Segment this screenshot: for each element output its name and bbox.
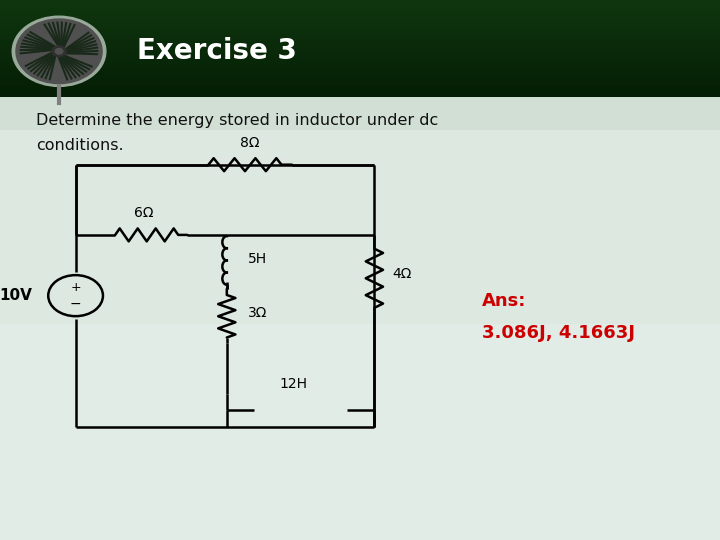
Bar: [0, 60, 720, 63]
Bar: [0, 53, 720, 56]
Bar: [0, 65, 720, 68]
Bar: [0, 24, 720, 26]
Bar: [0, 36, 720, 39]
Text: Exercise 3: Exercise 3: [137, 37, 297, 65]
Bar: [0, 11, 720, 15]
Circle shape: [52, 46, 66, 57]
Bar: [0, 19, 720, 22]
Bar: [0, 43, 720, 46]
Bar: [0, 94, 720, 97]
Bar: [0, 72, 720, 76]
Bar: [0, 80, 720, 83]
Text: conditions.: conditions.: [36, 138, 124, 153]
Bar: [0, 16, 720, 19]
Text: 6Ω: 6Ω: [134, 206, 154, 220]
Bar: [0, 90, 720, 92]
Bar: [0, 2, 720, 5]
Bar: [0, 97, 720, 540]
Bar: [0, 14, 720, 17]
Bar: [0, 26, 720, 29]
Bar: [0, 46, 720, 49]
Bar: [0, 31, 720, 34]
Text: 8Ω: 8Ω: [240, 136, 260, 150]
Bar: [0, 29, 720, 31]
Text: 4Ω: 4Ω: [392, 267, 412, 281]
Bar: [0, 75, 720, 78]
Text: 3Ω: 3Ω: [248, 306, 268, 320]
Bar: [0, 68, 720, 71]
Bar: [0, 97, 720, 130]
Bar: [0, 324, 720, 540]
Text: Determine the energy stored in inductor under dc: Determine the energy stored in inductor …: [36, 113, 438, 129]
Bar: [0, 58, 720, 60]
Text: 12H: 12H: [279, 377, 307, 392]
Bar: [0, 6, 720, 10]
Bar: [0, 48, 720, 51]
Bar: [0, 85, 720, 87]
Text: 3.086J, 4.1663J: 3.086J, 4.1663J: [482, 324, 636, 342]
Bar: [0, 70, 720, 73]
Circle shape: [16, 19, 102, 84]
Text: 10V: 10V: [0, 288, 32, 303]
Bar: [0, 4, 720, 7]
Bar: [0, 0, 720, 2]
Bar: [0, 92, 720, 95]
Text: −: −: [70, 296, 81, 310]
Bar: [0, 51, 720, 53]
Bar: [0, 87, 720, 90]
Circle shape: [55, 49, 63, 54]
Bar: [0, 77, 720, 80]
Bar: [0, 63, 720, 65]
Bar: [0, 82, 720, 85]
Bar: [0, 56, 720, 58]
Bar: [0, 38, 720, 42]
Bar: [0, 22, 720, 24]
Text: +: +: [71, 281, 81, 294]
Text: 5H: 5H: [248, 252, 268, 266]
Text: Ans:: Ans:: [482, 292, 527, 309]
Bar: [0, 9, 720, 12]
Bar: [0, 33, 720, 36]
Circle shape: [12, 16, 106, 86]
Bar: [0, 40, 720, 44]
